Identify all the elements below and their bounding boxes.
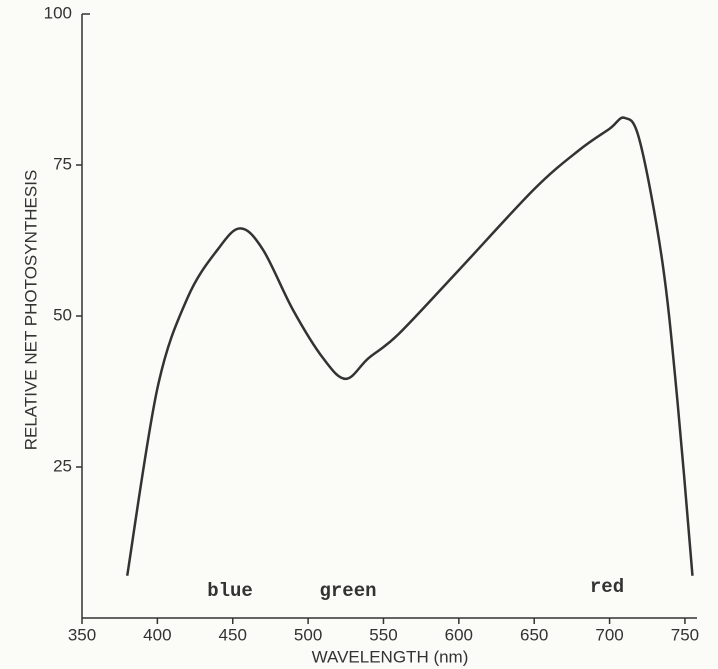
y-tick-label: 100 <box>44 3 72 22</box>
x-axis-label: WAVELENGTH (nm) <box>312 647 469 666</box>
y-axis-label: RELATIVE NET PHOTOSYNTHESIS <box>21 170 40 451</box>
annotation: green <box>319 580 376 602</box>
x-tick-label: 750 <box>671 625 699 644</box>
x-tick-label: 700 <box>595 625 623 644</box>
x-tick-label: 350 <box>68 625 96 644</box>
x-tick-label: 450 <box>219 625 247 644</box>
y-tick-label: 75 <box>53 154 72 173</box>
annotation: red <box>590 576 624 598</box>
y-tick-label: 25 <box>53 456 72 475</box>
x-tick-label: 650 <box>520 625 548 644</box>
data-line <box>125 116 694 576</box>
x-tick-label: 500 <box>294 625 322 644</box>
x-tick-label: 550 <box>369 625 397 644</box>
x-tick-label: 400 <box>143 625 171 644</box>
x-tick-label: 600 <box>445 625 473 644</box>
annotation: blue <box>207 580 253 602</box>
y-tick-label: 50 <box>53 305 72 324</box>
